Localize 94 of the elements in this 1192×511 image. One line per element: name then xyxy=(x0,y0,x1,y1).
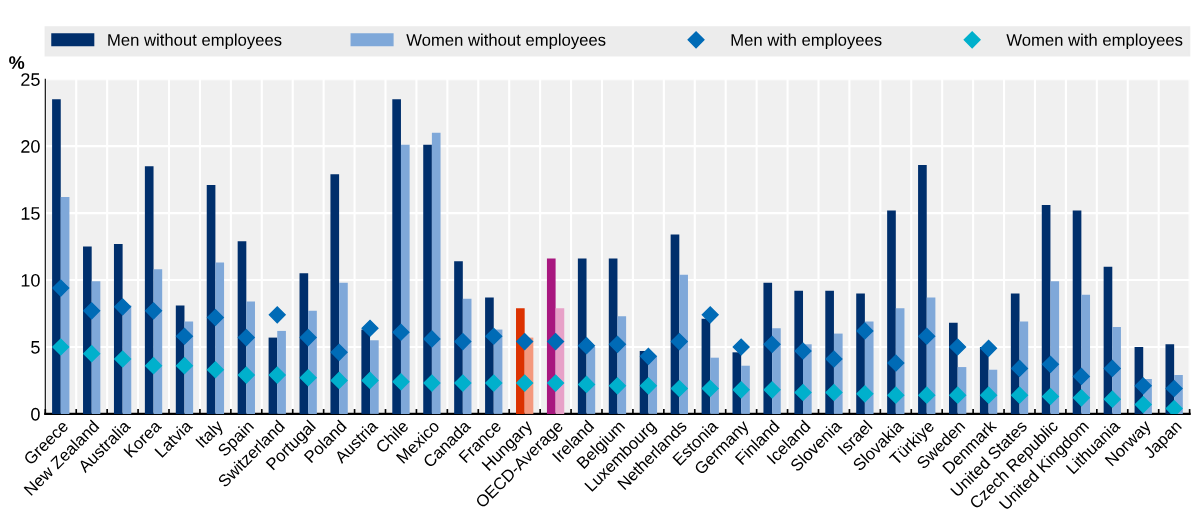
legend-label: Women without employees xyxy=(406,33,606,50)
point xyxy=(1165,400,1183,414)
point xyxy=(330,343,348,361)
point xyxy=(1165,379,1183,398)
point xyxy=(330,371,348,389)
point xyxy=(83,302,101,320)
point xyxy=(1010,359,1029,377)
point xyxy=(1010,386,1029,404)
legend-label: Women with employees xyxy=(1006,33,1183,50)
legend-label: Men without employees xyxy=(108,33,282,50)
point xyxy=(639,347,657,365)
point xyxy=(299,369,317,387)
point xyxy=(114,350,132,368)
point xyxy=(114,298,132,316)
point xyxy=(825,383,843,402)
point xyxy=(144,357,163,375)
point xyxy=(732,338,750,356)
point xyxy=(454,333,472,351)
point xyxy=(485,374,503,392)
point xyxy=(144,302,163,320)
y-tick-label: 0 xyxy=(31,407,40,421)
point xyxy=(423,330,441,348)
point xyxy=(1072,367,1090,385)
y-tick-label: 20 xyxy=(21,140,40,153)
point xyxy=(454,374,472,392)
y-tick-label: 15 xyxy=(21,207,40,220)
point xyxy=(1041,387,1059,406)
bar xyxy=(431,132,441,414)
point xyxy=(763,335,781,353)
point xyxy=(516,374,534,392)
y-axis-title: % xyxy=(9,56,25,69)
point xyxy=(949,338,967,356)
point xyxy=(639,377,657,395)
point xyxy=(392,323,410,341)
point xyxy=(1041,355,1059,373)
point xyxy=(577,375,596,394)
point xyxy=(701,379,719,398)
point xyxy=(825,350,843,368)
point xyxy=(763,381,781,399)
point xyxy=(516,333,534,351)
point xyxy=(856,385,874,403)
bar xyxy=(918,164,927,414)
point xyxy=(547,374,565,392)
point xyxy=(608,377,627,395)
point xyxy=(1134,377,1152,395)
point xyxy=(52,279,70,297)
point xyxy=(887,386,905,404)
point xyxy=(1072,389,1090,407)
point xyxy=(732,381,750,399)
y-tick-label: 5 xyxy=(31,341,40,354)
point xyxy=(794,383,812,402)
point xyxy=(1103,390,1121,408)
point xyxy=(980,339,998,357)
bar xyxy=(144,166,154,414)
bar xyxy=(52,99,61,414)
point xyxy=(237,329,255,347)
point xyxy=(1103,359,1121,377)
point xyxy=(887,354,905,372)
bar xyxy=(400,144,410,414)
point xyxy=(361,319,379,337)
point xyxy=(670,333,688,351)
y-tick-label: 10 xyxy=(21,273,40,287)
point xyxy=(701,306,719,324)
point xyxy=(1134,395,1152,414)
point xyxy=(794,342,812,360)
y-tick-label: 25 xyxy=(21,73,40,86)
point xyxy=(268,306,286,324)
point xyxy=(392,373,410,391)
point xyxy=(299,329,317,347)
bar xyxy=(887,210,896,414)
legend-label: Men with employees xyxy=(731,33,882,50)
point xyxy=(423,374,441,392)
point xyxy=(268,366,286,384)
bar xyxy=(423,144,432,414)
point xyxy=(83,345,101,363)
bar xyxy=(392,99,401,414)
point xyxy=(175,327,194,345)
point xyxy=(206,361,224,379)
point xyxy=(577,337,596,355)
point xyxy=(949,386,967,404)
point xyxy=(52,338,70,356)
point xyxy=(918,327,936,345)
point xyxy=(980,386,998,404)
point xyxy=(206,308,224,327)
point xyxy=(175,357,194,375)
point xyxy=(237,366,255,384)
point xyxy=(608,335,627,353)
point xyxy=(485,327,503,345)
point xyxy=(856,322,874,340)
point xyxy=(547,333,565,351)
bar xyxy=(330,174,340,414)
point xyxy=(670,379,688,398)
point xyxy=(361,371,379,389)
point xyxy=(918,386,936,404)
